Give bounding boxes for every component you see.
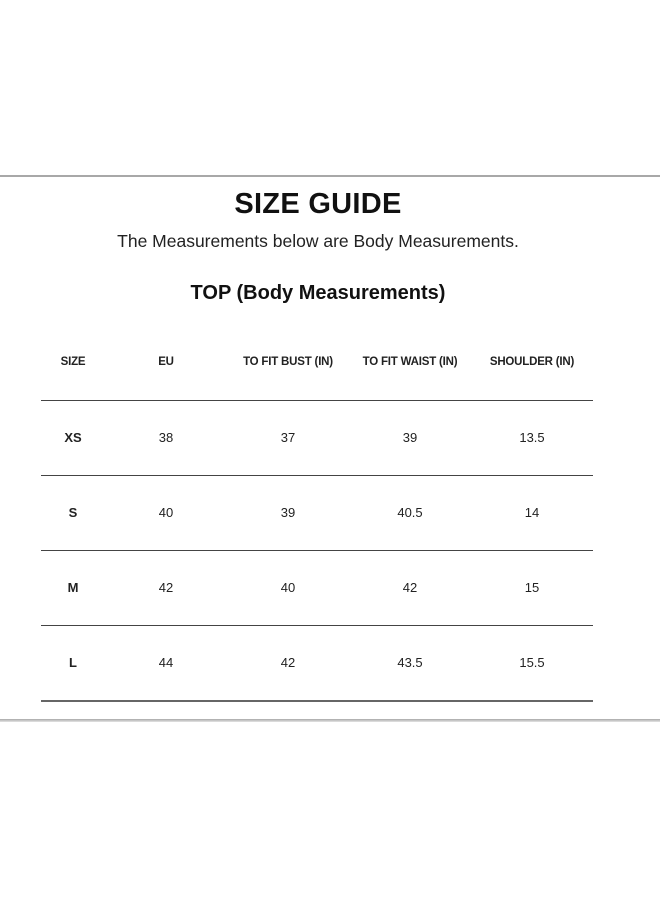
- row-divider: [41, 625, 593, 626]
- page-title: SIZE GUIDE: [234, 188, 402, 220]
- table-cell: 40: [158, 505, 174, 520]
- column-header: EU: [158, 356, 174, 368]
- table-cell: 14: [524, 505, 540, 520]
- table-cell: 42: [158, 580, 174, 595]
- section-title: TOP (Body Measurements): [190, 282, 446, 304]
- row-divider: [41, 700, 593, 702]
- table-cell: 42: [402, 580, 418, 595]
- table-cell: 15.5: [519, 655, 545, 670]
- size-label: L: [69, 655, 77, 670]
- table-cell: 39: [280, 505, 296, 520]
- table-cell: 43.5: [397, 655, 423, 670]
- table-cell: 15: [524, 580, 540, 595]
- column-header: SIZE: [60, 356, 86, 368]
- top-border: [0, 175, 660, 177]
- column-header: TO FIT WAIST (IN): [362, 356, 458, 368]
- row-divider: [41, 550, 593, 551]
- table-cell: 42: [280, 655, 296, 670]
- row-divider: [41, 475, 593, 476]
- column-header: SHOULDER (IN): [489, 356, 575, 368]
- table-cell: 38: [158, 430, 174, 445]
- size-label: XS: [64, 430, 82, 445]
- size-label: M: [67, 580, 79, 595]
- size-label: S: [68, 505, 78, 520]
- table-cell: 40: [280, 580, 296, 595]
- row-divider: [41, 400, 593, 401]
- column-header: TO FIT BUST (IN): [243, 356, 333, 368]
- table-cell: 37: [280, 430, 296, 445]
- table-cell: 39: [402, 430, 418, 445]
- bottom-border: [0, 719, 660, 722]
- table-cell: 40.5: [397, 505, 423, 520]
- table-cell: 13.5: [519, 430, 545, 445]
- table-cell: 44: [158, 655, 174, 670]
- subtitle: The Measurements below are Body Measurem…: [117, 231, 519, 251]
